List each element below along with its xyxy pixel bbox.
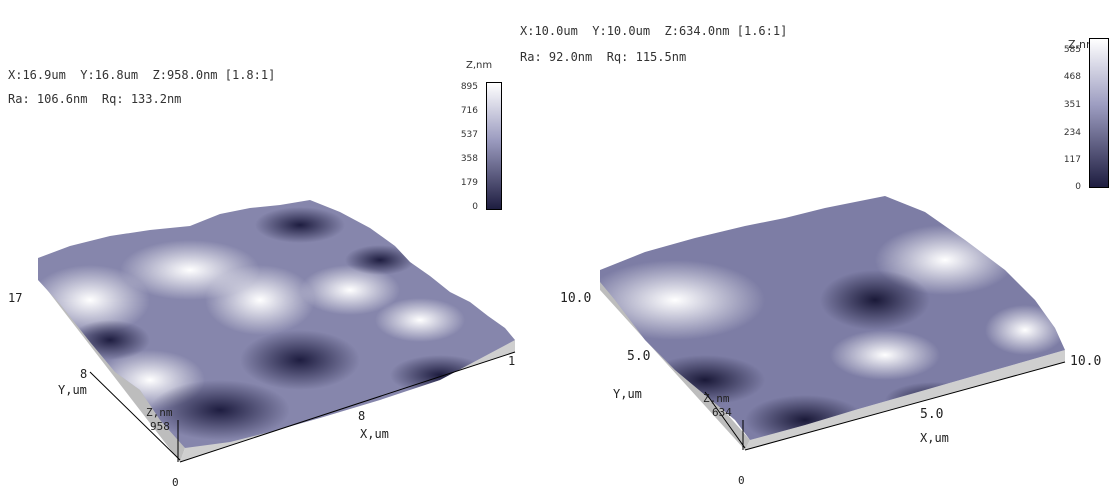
right-scale-tick: 585 <box>1063 45 1081 55</box>
left-z-tick-top: 958 <box>150 420 170 433</box>
left-roughness-info: Ra: 106.6nm Rq: 133.2nm <box>8 92 182 106</box>
right-x-axis-label: X,um <box>920 431 949 445</box>
left-y-tick: 17 <box>8 291 22 305</box>
left-scale-tick: 358 <box>460 154 478 164</box>
right-scale-tick: 351 <box>1063 100 1081 110</box>
right-color-scale <box>1089 38 1109 188</box>
right-scale-tick: 468 <box>1063 72 1081 82</box>
left-scale-tick: 537 <box>460 130 478 140</box>
left-scale-tick: 0 <box>472 202 478 212</box>
right-scale-tick: 234 <box>1063 128 1081 138</box>
left-scale-tick: 179 <box>460 178 478 188</box>
right-x-axis <box>744 361 1066 451</box>
right-base-side-right <box>745 350 1065 450</box>
left-color-scale <box>486 82 502 210</box>
right-scale-tick: 117 <box>1063 155 1081 165</box>
left-scan-info: X:16.9um Y:16.8um Z:958.0nm [1.8:1] <box>8 68 276 82</box>
left-y-axis <box>89 371 181 461</box>
left-z-axis-label: Z,nm <box>146 406 173 419</box>
left-scale-title: Z,nm <box>466 60 493 71</box>
left-y-tick: 8 <box>80 367 87 381</box>
right-scale-tick: 0 <box>1075 182 1081 192</box>
left-z-tick-bottom: 0 <box>172 476 179 489</box>
right-z-tick-bottom: 0 <box>738 474 745 487</box>
right-x-tick: 10.0 <box>1070 354 1101 369</box>
left-x-tick: 1 <box>508 354 515 368</box>
left-surface-plot: 17 8 Y,um 8 1 X,um Z,nm 958 0 <box>8 200 516 489</box>
left-surface <box>38 200 515 448</box>
right-y-axis <box>704 391 746 449</box>
left-x-axis-label: X,um <box>360 427 389 441</box>
right-y-tick: 5.0 <box>627 349 650 364</box>
right-z-tick-top: 634 <box>712 406 732 419</box>
left-scale-tick: 716 <box>460 106 478 116</box>
right-y-axis-label: Y,um <box>613 387 642 401</box>
right-x-tick: 5.0 <box>920 407 943 422</box>
left-y-axis-label: Y,um <box>58 383 87 397</box>
right-surface-plot: 10.0 5.0 Y,um 5.0 10.0 X,um Z,nm 634 0 <box>560 196 1101 487</box>
right-y-tick: 10.0 <box>560 291 591 306</box>
right-surface <box>600 196 1065 440</box>
left-x-axis <box>179 351 516 463</box>
right-roughness-info: Ra: 92.0nm Rq: 115.5nm <box>520 50 687 64</box>
right-z-axis-label: Z,nm <box>703 392 730 405</box>
left-scale-tick: 895 <box>460 82 478 92</box>
afm-panel-left: X:16.9um Y:16.8um Z:958.0nm [1.8:1] Ra: … <box>8 60 516 489</box>
right-scan-info: X:10.0um Y:10.0um Z:634.0nm [1.6:1] <box>520 24 788 38</box>
left-x-tick: 8 <box>358 409 365 423</box>
afm-panel-right: X:10.0um Y:10.0um Z:634.0nm [1.6:1] Ra: … <box>520 0 1110 489</box>
